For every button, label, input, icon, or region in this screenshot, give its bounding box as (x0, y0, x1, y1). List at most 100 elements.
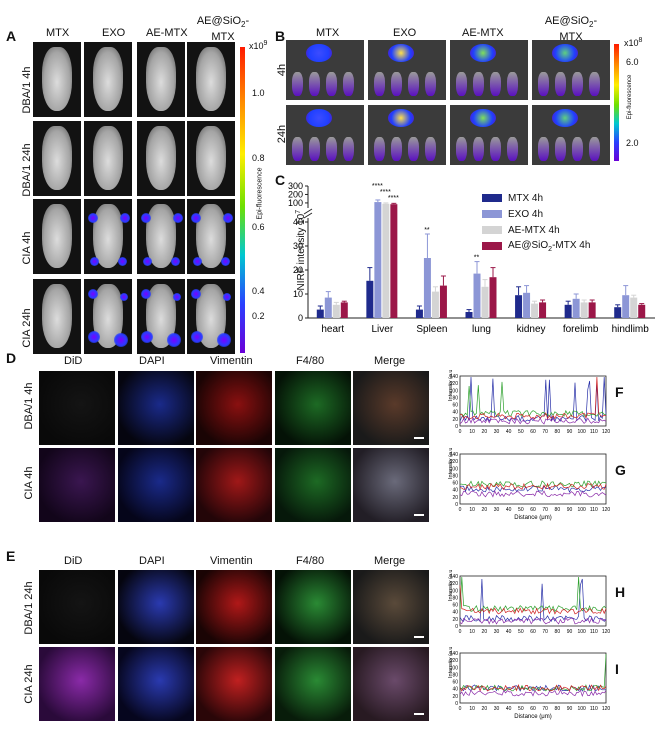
limb-signal (473, 137, 484, 161)
panel-e-col-2: DAPI (139, 555, 165, 567)
limb-signal (456, 137, 467, 161)
mouse-body (195, 46, 227, 111)
y-tick-label: 100 (450, 466, 459, 472)
profile-line (459, 485, 606, 493)
y-tick-label: 120 (450, 381, 459, 387)
x-tick-label: 70 (542, 706, 548, 712)
y-tick-label: 40 (452, 687, 458, 693)
y-tick-label: 20 (452, 694, 458, 700)
limb-signal (490, 72, 501, 96)
plot-frame (459, 652, 607, 704)
fluorescence-spot (173, 293, 181, 301)
profile-line (459, 490, 607, 498)
x-tick-label: 0 (459, 629, 462, 635)
panel-a-row-4: CIA 24h (21, 308, 33, 348)
fluorescence-spot (191, 213, 201, 223)
mouse-body (41, 125, 73, 190)
y-tick-label: 140 (450, 374, 459, 380)
x-tick-label: 120 (602, 629, 610, 635)
y-tick-label: 140 (450, 651, 459, 657)
legend-item-ae-mtx: AE-MTX 4h (482, 222, 590, 238)
panel-a-tick-4: 0.4 (252, 286, 265, 296)
limb-signal (555, 137, 566, 161)
profile-ylabel: Intensity (a.u.) (448, 570, 454, 601)
fluorescence-spot (88, 331, 100, 343)
panel-a-col-3: AE-MTX (146, 27, 188, 39)
x-tick-label: 20 (482, 507, 488, 513)
limb-signal (343, 72, 354, 96)
x-tick-label: 30 (494, 629, 500, 635)
legend-item-mtx: MTX 4h (482, 190, 590, 206)
bar (340, 302, 348, 318)
x-tick-label: 30 (494, 706, 500, 712)
mouse-image (33, 279, 81, 354)
profile-line (459, 585, 607, 615)
bar (439, 285, 447, 318)
x-tick-label: 10 (469, 429, 475, 435)
mouse-image (187, 199, 235, 274)
mouse-image (33, 42, 81, 117)
legend-swatch (482, 242, 502, 250)
limb-signal (473, 72, 484, 96)
y-tick-label: 200 (288, 189, 303, 199)
significance-label: **** (372, 183, 383, 190)
x-tick-label: Spleen (416, 324, 447, 335)
fluorescence-spot (114, 333, 128, 347)
x-tick-label: 50 (518, 706, 524, 712)
x-tick-label: 40 (506, 629, 512, 635)
bar (539, 302, 547, 318)
profile-letter: F (615, 384, 624, 400)
panel-d-row-1: DBA/1 4h (23, 382, 35, 430)
panel-b-letter: B (275, 28, 286, 44)
y-tick-label: 0 (455, 424, 458, 430)
microscopy-image (118, 371, 194, 445)
profile-xlabel: Distance (μm) (514, 714, 551, 720)
x-tick-label: 20 (482, 706, 488, 712)
limb-signal (408, 137, 419, 161)
x-tick-label: 20 (482, 429, 488, 435)
organ-image (532, 105, 610, 165)
y-tick-label: 20 (293, 265, 303, 275)
mouse-body (92, 125, 124, 190)
bar (390, 204, 398, 318)
microscopy-image (275, 371, 351, 445)
limb-signal (555, 72, 566, 96)
fluorescence-spot (120, 213, 130, 223)
panel-a-tick-2: 0.8 (252, 153, 265, 163)
x-tick-label: 60 (530, 507, 536, 513)
mouse-body (145, 125, 177, 190)
y-tick-label: 0 (455, 701, 458, 707)
bar (588, 302, 596, 318)
fluorescence-spot (191, 331, 203, 343)
panel-a-tick-3: 0.6 (252, 222, 265, 232)
microscopy-image (353, 647, 429, 721)
x-tick-label: 100 (577, 706, 586, 712)
profile-line (459, 376, 607, 420)
x-tick-label: 50 (518, 507, 524, 513)
fluorescence-spot (221, 257, 230, 266)
profile-line (459, 653, 607, 692)
organ-image (368, 40, 446, 100)
x-tick-label: 70 (542, 507, 548, 513)
bar (473, 273, 481, 318)
x-tick-label: 10 (469, 706, 475, 712)
profile-line (459, 381, 607, 418)
mouse-body (145, 203, 177, 268)
limb-signal (326, 137, 337, 161)
mouse-body (41, 283, 73, 348)
x-tick-label: 120 (602, 706, 610, 712)
limb-signal (391, 137, 402, 161)
microscopy-image (275, 448, 351, 522)
organ-image (368, 105, 446, 165)
mouse-image (137, 199, 185, 274)
mouse-body (145, 46, 177, 111)
microscopy-image (118, 647, 194, 721)
panel-e-row-2: CIA 24h (23, 664, 35, 704)
y-tick-label: 140 (450, 574, 459, 580)
x-tick-label: 100 (577, 429, 586, 435)
plot-frame (459, 575, 607, 627)
limb-signal (425, 137, 436, 161)
profile-line (459, 480, 607, 488)
